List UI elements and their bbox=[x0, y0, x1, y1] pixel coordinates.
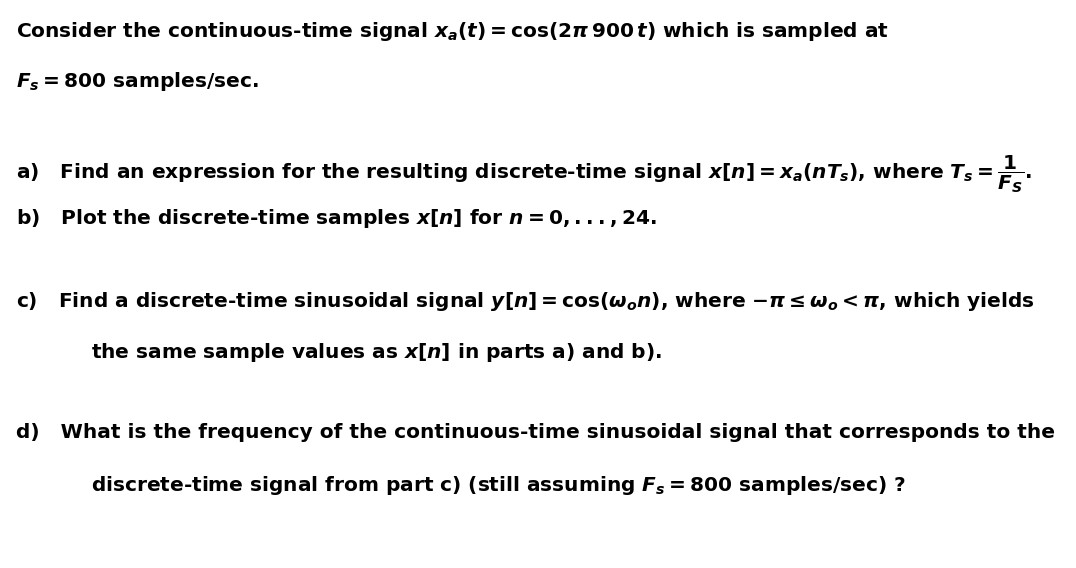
Text: Consider the continuous-time signal $x_a(t) = \mathrm{cos}(2\pi\, 900\, t)$ whic: Consider the continuous-time signal $x_a… bbox=[16, 20, 889, 43]
Text: d)   What is the frequency of the continuous-time sinusoidal signal that corresp: d) What is the frequency of the continuo… bbox=[16, 423, 1056, 442]
Text: c)   Find a discrete-time sinusoidal signal $y[n] = \mathrm{cos}(\omega_o n)$, w: c) Find a discrete-time sinusoidal signa… bbox=[16, 290, 1035, 312]
Text: $F_s = 800$ samples/sec.: $F_s = 800$ samples/sec. bbox=[16, 70, 259, 93]
Text: b)   Plot the discrete-time samples $x[n]$ for $n = 0, ..., 24$.: b) Plot the discrete-time samples $x[n]$… bbox=[16, 207, 657, 230]
Text: discrete-time signal from part c) (still assuming $F_s = 800$ samples/sec) ?: discrete-time signal from part c) (still… bbox=[91, 474, 906, 497]
Text: a)   Find an expression for the resulting discrete-time signal $x[n] = x_a(nT_s): a) Find an expression for the resulting … bbox=[16, 153, 1032, 195]
Text: the same sample values as $x[n]$ in parts a) and b).: the same sample values as $x[n]$ in part… bbox=[91, 341, 663, 364]
